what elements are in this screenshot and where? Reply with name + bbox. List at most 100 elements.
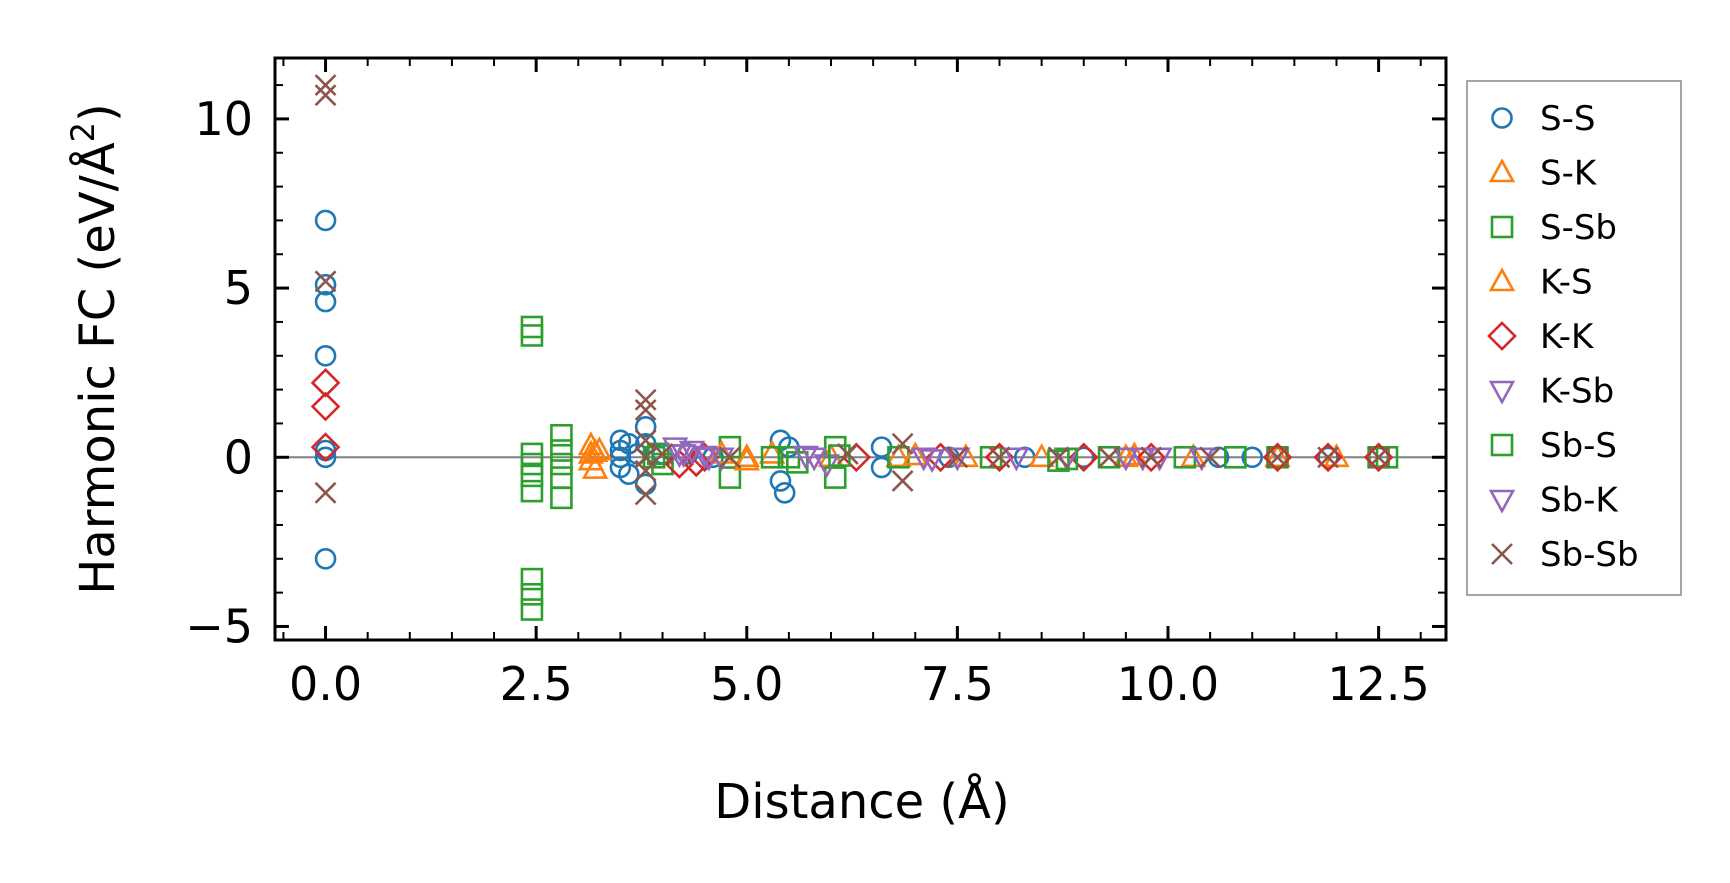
y-tick-label: 10 [194, 92, 253, 146]
data-point [581, 438, 609, 463]
legend-marker [1488, 489, 1516, 514]
data-point [1313, 442, 1343, 473]
x-tick-label: 5.0 [710, 657, 783, 711]
plot-frame [273, 56, 1448, 642]
data-point [758, 439, 786, 464]
data-point [520, 452, 544, 476]
data-point [314, 270, 337, 293]
legend-label: Sb-K [1540, 481, 1619, 521]
points-layer [310, 74, 1399, 621]
legend-marker [1491, 107, 1513, 129]
data-point [550, 439, 573, 462]
data-point [708, 439, 735, 464]
tick-labels-layer: 0.0 2.5 5.0 7.5 10.0 12.5 −5 0 5 10 [185, 92, 1430, 711]
data-point [760, 445, 784, 469]
data-point [577, 439, 605, 464]
data-point [634, 483, 657, 506]
data-point [733, 443, 760, 468]
data-point [691, 445, 718, 470]
data-point [1047, 446, 1070, 469]
data-point [314, 84, 337, 107]
data-point [1224, 445, 1247, 469]
data-point [1140, 446, 1163, 469]
legend-label: K-Sb [1540, 372, 1614, 412]
data-point [773, 482, 796, 504]
data-point [651, 442, 674, 465]
data-point [1367, 446, 1390, 469]
legend-label: S-S [1540, 99, 1595, 139]
data-point [718, 466, 742, 489]
legend-marker [1488, 158, 1516, 183]
legend-marker [1490, 433, 1514, 457]
data-point [550, 423, 573, 447]
legend-marker [1490, 215, 1514, 239]
legend-marker [1487, 321, 1517, 351]
legend-label: Sb-Sb [1540, 535, 1639, 575]
data-point [520, 598, 544, 621]
data-point [520, 583, 544, 606]
data-point [550, 486, 573, 510]
data-point [1241, 446, 1264, 469]
data-point [1112, 447, 1140, 472]
data-point [988, 446, 1011, 469]
data-point [314, 290, 337, 313]
x-tick-label: 12.5 [1327, 657, 1429, 711]
legend: S-S S-K S-Sb K-S K-K K-Sb Sb-S Sb-K Sb-Sb [1466, 80, 1682, 596]
data-point [823, 435, 847, 459]
data-point [1047, 449, 1070, 472]
data-point [891, 432, 914, 455]
data-point [946, 446, 969, 469]
y-tick-label: 0 [224, 430, 253, 484]
y-axis-title-main: Harmonic FC (eV/Å [69, 142, 126, 595]
data-point [634, 429, 657, 452]
data-point [695, 447, 723, 472]
data-point [1264, 443, 1291, 468]
data-point [1266, 445, 1289, 469]
data-point [836, 442, 859, 465]
data-point [634, 388, 657, 411]
data-point [520, 479, 544, 503]
data-point [800, 447, 828, 472]
data-point [792, 445, 819, 470]
data-point [885, 443, 912, 468]
data-point [314, 74, 337, 96]
legend-marker [1488, 380, 1516, 405]
data-point [634, 416, 657, 438]
data-point [634, 459, 657, 482]
legend-label: K-S [1540, 263, 1593, 303]
legend-label: K-K [1540, 317, 1595, 357]
x-axis-title: Distance (Å) [714, 773, 1009, 830]
data-point [1199, 446, 1222, 469]
legend-marker [1488, 267, 1516, 292]
y-tick-label: −5 [185, 599, 253, 653]
data-point [1028, 443, 1055, 468]
data-point [719, 446, 741, 469]
data-point [618, 463, 640, 485]
data-point [902, 441, 929, 466]
data-point [314, 446, 337, 469]
data-point [769, 470, 792, 492]
data-point [314, 344, 337, 367]
data-point [666, 444, 693, 469]
data-point [1180, 443, 1207, 468]
data-point [550, 452, 573, 476]
data-point [581, 454, 609, 479]
data-point [1266, 446, 1289, 469]
data-point [918, 449, 946, 474]
ticks-layer [275, 58, 1446, 640]
y-axis-title-close: ) [70, 103, 126, 122]
data-point [314, 481, 337, 504]
legend-label: S-K [1540, 154, 1598, 194]
legend-label: S-Sb [1540, 208, 1617, 248]
data-point [1136, 442, 1166, 473]
x-tick-label: 7.5 [921, 657, 994, 711]
data-point [1003, 447, 1030, 472]
data-point [310, 367, 341, 398]
data-point [314, 547, 337, 570]
data-point [733, 446, 760, 471]
data-point [520, 324, 544, 347]
x-tick-label: 10.0 [1117, 657, 1219, 711]
x-tick-label: 2.5 [500, 657, 573, 711]
y-axis-title: Harmonic FC (eV/Å2) [64, 103, 126, 595]
